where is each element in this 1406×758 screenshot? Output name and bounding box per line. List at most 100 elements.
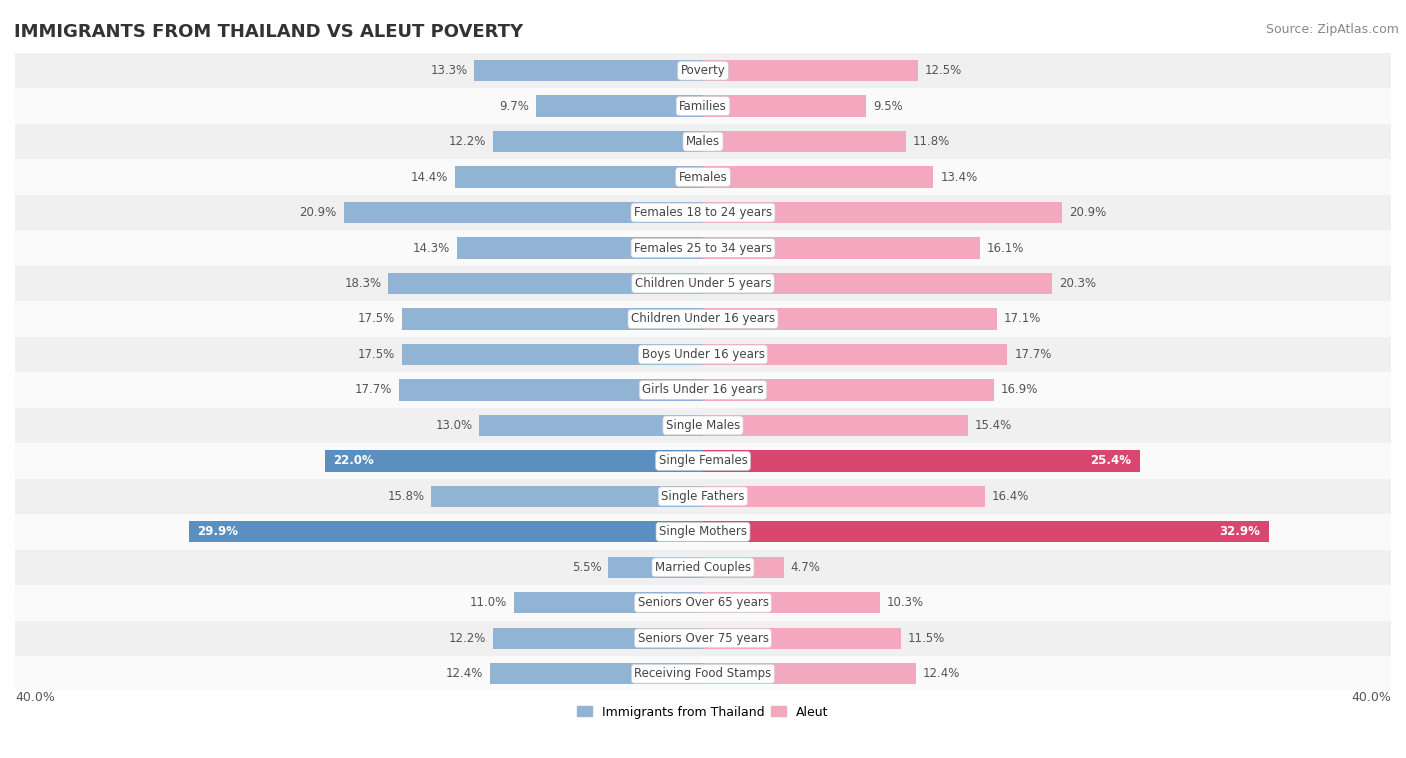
Text: Single Males: Single Males: [666, 419, 740, 432]
Text: 11.0%: 11.0%: [470, 597, 508, 609]
Text: 12.2%: 12.2%: [449, 135, 486, 148]
Text: Boys Under 16 years: Boys Under 16 years: [641, 348, 765, 361]
Text: 4.7%: 4.7%: [790, 561, 821, 574]
Text: Seniors Over 75 years: Seniors Over 75 years: [637, 631, 769, 645]
Text: 9.7%: 9.7%: [499, 99, 529, 113]
Bar: [15, 53, 1391, 89]
Bar: [402, 344, 703, 365]
Bar: [15, 656, 1391, 691]
Text: IMMIGRANTS FROM THAILAND VS ALEUT POVERTY: IMMIGRANTS FROM THAILAND VS ALEUT POVERT…: [14, 23, 523, 41]
Text: 12.5%: 12.5%: [925, 64, 962, 77]
Bar: [402, 309, 703, 330]
Bar: [15, 266, 1391, 301]
Text: Receiving Food Stamps: Receiving Food Stamps: [634, 667, 772, 680]
Text: 17.7%: 17.7%: [1014, 348, 1052, 361]
Bar: [432, 486, 703, 507]
Legend: Immigrants from Thailand, Aleut: Immigrants from Thailand, Aleut: [572, 700, 834, 724]
Text: Females: Females: [679, 171, 727, 183]
Text: Poverty: Poverty: [681, 64, 725, 77]
Text: 11.5%: 11.5%: [908, 631, 945, 645]
Bar: [703, 60, 918, 81]
Text: 20.3%: 20.3%: [1059, 277, 1097, 290]
Text: 20.9%: 20.9%: [299, 206, 336, 219]
Text: 13.3%: 13.3%: [430, 64, 467, 77]
Bar: [609, 556, 703, 578]
Bar: [15, 230, 1391, 266]
Bar: [15, 585, 1391, 621]
Bar: [15, 301, 1391, 337]
Bar: [703, 131, 905, 152]
Text: Children Under 5 years: Children Under 5 years: [634, 277, 772, 290]
Text: 17.7%: 17.7%: [354, 384, 392, 396]
Bar: [703, 202, 1063, 223]
Bar: [398, 379, 703, 400]
Bar: [343, 202, 703, 223]
Text: 40.0%: 40.0%: [15, 691, 55, 704]
Bar: [494, 131, 703, 152]
Bar: [15, 478, 1391, 514]
Bar: [456, 167, 703, 188]
Bar: [388, 273, 703, 294]
Text: 17.5%: 17.5%: [359, 348, 395, 361]
Bar: [15, 514, 1391, 550]
Text: 17.5%: 17.5%: [359, 312, 395, 325]
Bar: [703, 592, 880, 613]
Text: 13.4%: 13.4%: [941, 171, 977, 183]
Text: Girls Under 16 years: Girls Under 16 years: [643, 384, 763, 396]
Bar: [325, 450, 703, 471]
Bar: [15, 372, 1391, 408]
Bar: [703, 556, 783, 578]
Bar: [489, 663, 703, 684]
Bar: [703, 167, 934, 188]
Bar: [703, 663, 917, 684]
Bar: [703, 273, 1052, 294]
Bar: [15, 195, 1391, 230]
Text: 15.4%: 15.4%: [974, 419, 1012, 432]
Text: 16.4%: 16.4%: [993, 490, 1029, 503]
Bar: [15, 443, 1391, 478]
Text: Married Couples: Married Couples: [655, 561, 751, 574]
Bar: [703, 309, 997, 330]
Text: Children Under 16 years: Children Under 16 years: [631, 312, 775, 325]
Bar: [188, 522, 703, 543]
Bar: [15, 159, 1391, 195]
Text: 14.3%: 14.3%: [413, 242, 450, 255]
Bar: [15, 337, 1391, 372]
Bar: [703, 344, 1008, 365]
Bar: [703, 450, 1140, 471]
Bar: [494, 628, 703, 649]
Bar: [15, 550, 1391, 585]
Bar: [703, 96, 866, 117]
Text: 25.4%: 25.4%: [1090, 454, 1132, 468]
Bar: [15, 621, 1391, 656]
Text: Families: Families: [679, 99, 727, 113]
Text: 20.9%: 20.9%: [1070, 206, 1107, 219]
Text: Single Females: Single Females: [658, 454, 748, 468]
Text: 12.4%: 12.4%: [446, 667, 482, 680]
Text: Males: Males: [686, 135, 720, 148]
Text: Single Mothers: Single Mothers: [659, 525, 747, 538]
Text: Single Fathers: Single Fathers: [661, 490, 745, 503]
Text: 18.3%: 18.3%: [344, 277, 381, 290]
Bar: [513, 592, 703, 613]
Text: 10.3%: 10.3%: [887, 597, 924, 609]
Text: 22.0%: 22.0%: [333, 454, 374, 468]
Bar: [703, 415, 967, 436]
Text: Females 18 to 24 years: Females 18 to 24 years: [634, 206, 772, 219]
Bar: [15, 408, 1391, 443]
Text: 32.9%: 32.9%: [1219, 525, 1260, 538]
Bar: [703, 237, 980, 258]
Bar: [474, 60, 703, 81]
Text: 12.2%: 12.2%: [449, 631, 486, 645]
Text: 11.8%: 11.8%: [912, 135, 950, 148]
Bar: [703, 628, 901, 649]
Text: Source: ZipAtlas.com: Source: ZipAtlas.com: [1265, 23, 1399, 36]
Text: 29.9%: 29.9%: [197, 525, 239, 538]
Bar: [457, 237, 703, 258]
Text: 40.0%: 40.0%: [1351, 691, 1391, 704]
Text: 12.4%: 12.4%: [924, 667, 960, 680]
Bar: [703, 486, 986, 507]
Text: 16.9%: 16.9%: [1001, 384, 1038, 396]
Text: 14.4%: 14.4%: [411, 171, 449, 183]
Text: 9.5%: 9.5%: [873, 99, 903, 113]
